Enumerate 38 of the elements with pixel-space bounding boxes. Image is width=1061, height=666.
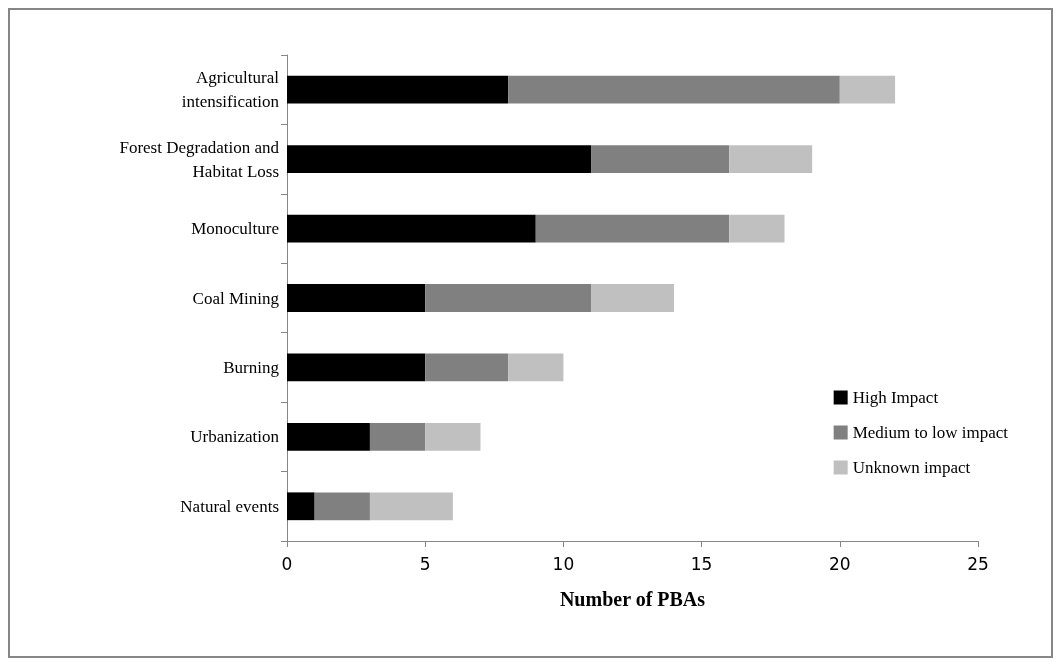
bar: [287, 75, 509, 104]
bar: [287, 214, 536, 243]
x-tick-label: 0: [281, 553, 293, 574]
bar: [425, 284, 592, 312]
bar: [314, 492, 370, 521]
bar: [287, 145, 592, 174]
y-tick-label: Agricultural intensification: [181, 68, 280, 112]
bar: [369, 422, 426, 451]
bar: [591, 284, 674, 312]
x-tick-label: 5: [419, 553, 431, 574]
x-tick-label: 20: [828, 553, 851, 574]
bar: [508, 353, 564, 382]
legend-label: High Impact: [852, 388, 939, 407]
bar: [287, 353, 426, 382]
y-tick-label: Monoculture: [191, 219, 279, 239]
bar: [535, 214, 730, 243]
bar: [287, 492, 315, 521]
bar: [729, 214, 785, 243]
x-axis-title: Number of PBAs: [559, 588, 706, 610]
x-tick-label: 25: [967, 553, 989, 574]
y-tick-label: Natural events: [180, 496, 279, 516]
bar: [839, 75, 896, 104]
bar: [729, 145, 813, 174]
y-tick-label: Urbanization: [190, 427, 280, 447]
x-tick-label: 10: [552, 553, 575, 574]
x-tick-label: 15: [690, 553, 713, 574]
bar: [287, 284, 426, 312]
y-tick-label: Forest Degradation and Habitat Loss: [119, 137, 280, 181]
bar: [287, 422, 370, 451]
bar: [369, 492, 453, 521]
bar: [425, 422, 481, 451]
bar: [591, 145, 730, 174]
legend-label: Unknown impact: [852, 458, 971, 477]
bar: [508, 75, 840, 104]
y-tick-label: Coal Mining: [192, 288, 280, 308]
bar: [425, 353, 509, 382]
y-tick-label: Burning: [223, 357, 280, 377]
legend-label: Medium to low impact: [852, 423, 1009, 442]
